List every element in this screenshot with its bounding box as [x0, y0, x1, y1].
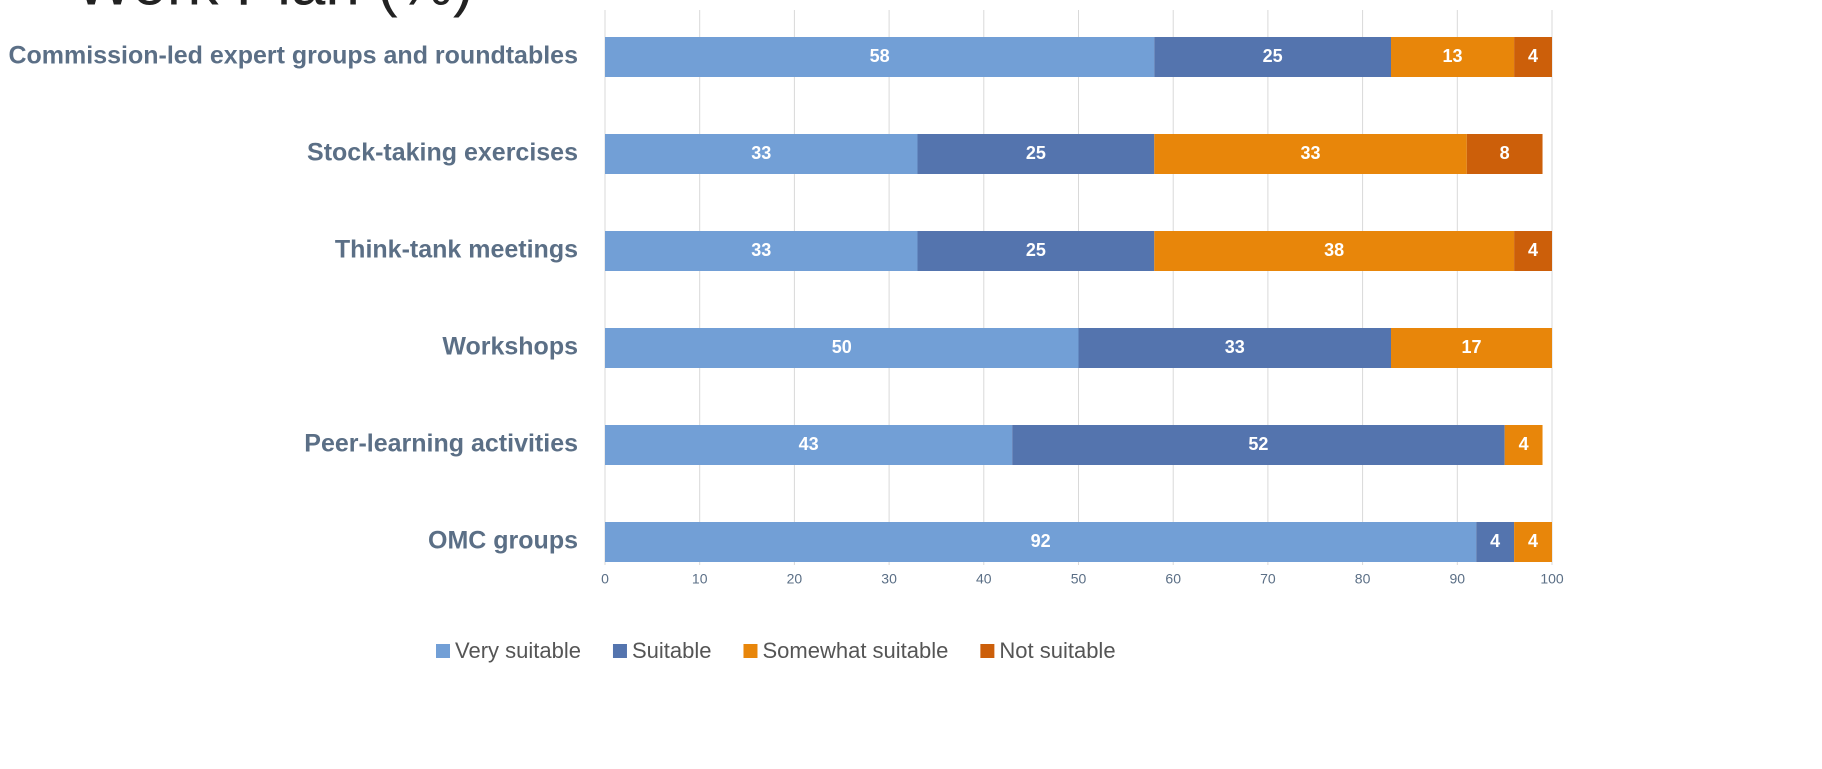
x-tick-label: 80 [1355, 571, 1371, 587]
category-label: Commission-led expert groups and roundta… [8, 42, 578, 70]
bar-segment [1078, 328, 1392, 368]
value-label: 50 [832, 337, 852, 357]
bar-segment [1504, 425, 1543, 465]
value-label: 33 [1225, 337, 1245, 357]
legend-swatch [436, 644, 450, 658]
bar-segment [605, 425, 1013, 465]
value-label: 0 [1555, 531, 1565, 551]
x-tick-label: 0 [601, 571, 609, 587]
legend-label: Somewhat suitable [762, 638, 948, 663]
bar-segment [1476, 522, 1515, 562]
value-label: 58 [870, 46, 890, 66]
value-label: 4 [1490, 531, 1500, 551]
legend-label: Not suitable [999, 638, 1115, 663]
bar-segment [605, 328, 1079, 368]
bar-segment [605, 37, 1155, 77]
chart-title: Work Plan (%) [75, 0, 474, 18]
value-label: 52 [1248, 434, 1268, 454]
category-label: Stock-taking exercises [307, 139, 578, 167]
x-tick-label: 40 [976, 571, 992, 587]
x-tick-label: 70 [1260, 571, 1276, 587]
legend-swatch [612, 644, 627, 658]
category-label: Think-tank meetings [335, 236, 578, 264]
category-label: Workshops [442, 333, 578, 361]
value-label: 43 [799, 434, 819, 454]
bar-segment [605, 231, 918, 271]
category-label: Peer-learning activities [304, 430, 578, 458]
bar-segment [1154, 231, 1515, 271]
bar-segment [605, 522, 1477, 562]
value-label: 38 [1324, 240, 1344, 260]
value-label: 33 [751, 143, 771, 163]
value-label: 92 [1031, 531, 1051, 551]
bar-segment [917, 231, 1155, 271]
category-label: OMC groups [428, 527, 578, 555]
x-tick-label: 10 [692, 571, 708, 587]
value-label: 17 [1461, 337, 1481, 357]
value-label: 33 [1300, 143, 1320, 163]
x-tick-label: 30 [881, 571, 897, 587]
value-label: 8 [1500, 143, 1510, 163]
value-label: 13 [1443, 46, 1463, 66]
value-label: 4 [1528, 531, 1538, 551]
bar-segment [1012, 425, 1505, 465]
value-label: 25 [1263, 46, 1283, 66]
value-label: 33 [751, 240, 771, 260]
bar-segment [1154, 134, 1467, 174]
bar-segment [917, 134, 1155, 174]
bar-segment [1514, 231, 1552, 271]
x-tick-label: 100 [1540, 571, 1564, 587]
value-label: 25 [1026, 240, 1046, 260]
x-tick-label: 50 [1071, 571, 1087, 587]
legend-swatch [743, 644, 758, 658]
value-label: 25 [1026, 143, 1046, 163]
legend-label: Suitable [632, 638, 712, 663]
bar-segment [1466, 134, 1543, 174]
value-label: 4 [1528, 240, 1538, 260]
bar-segment [1391, 37, 1515, 77]
bar-segment [1154, 37, 1392, 77]
value-label: 4 [1519, 434, 1529, 454]
legend-label: Very suitable [455, 638, 581, 663]
x-tick-label: 60 [1165, 571, 1181, 587]
bar-segment [1514, 37, 1552, 77]
legend-swatch [980, 644, 995, 658]
bar-segment [1391, 328, 1552, 368]
x-tick-label: 20 [787, 571, 803, 587]
x-tick-label: 90 [1450, 571, 1466, 587]
value-label: 4 [1528, 46, 1538, 66]
bar-segment [1514, 522, 1552, 562]
bar-segment [605, 134, 918, 174]
